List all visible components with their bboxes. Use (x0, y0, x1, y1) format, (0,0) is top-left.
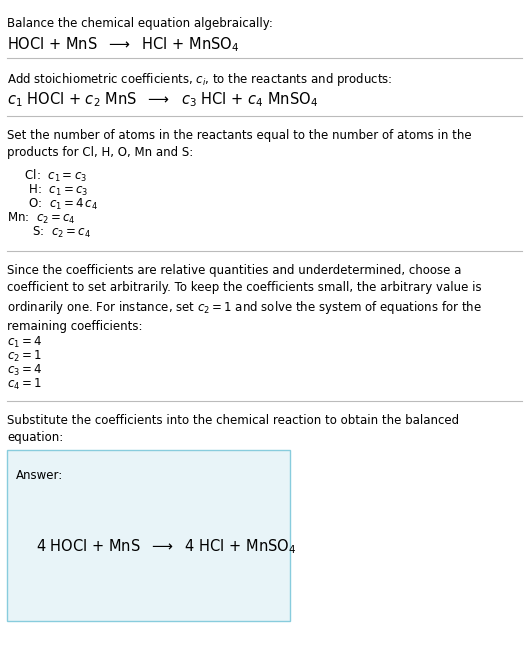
Text: Set the number of atoms in the reactants equal to the number of atoms in the
pro: Set the number of atoms in the reactants… (7, 129, 471, 159)
Text: Answer:: Answer: (16, 469, 63, 482)
Text: $c_3 = 4$: $c_3 = 4$ (7, 363, 42, 378)
Text: Add stoichiometric coefficients, $c_i$, to the reactants and products:: Add stoichiometric coefficients, $c_i$, … (7, 71, 393, 88)
Text: $c_2 = 1$: $c_2 = 1$ (7, 349, 42, 364)
Text: Mn:  $c_2 = c_4$: Mn: $c_2 = c_4$ (7, 211, 76, 226)
Text: O:  $c_1 = 4\,c_4$: O: $c_1 = 4\,c_4$ (21, 197, 98, 212)
Text: Balance the chemical equation algebraically:: Balance the chemical equation algebraica… (7, 17, 273, 30)
Text: Substitute the coefficients into the chemical reaction to obtain the balanced
eq: Substitute the coefficients into the che… (7, 414, 459, 444)
Text: S:  $c_2 = c_4$: S: $c_2 = c_4$ (21, 225, 91, 240)
Text: $c_4 = 1$: $c_4 = 1$ (7, 377, 42, 392)
Text: HOCl + MnS  $\longrightarrow$  HCl + MnSO$_4$: HOCl + MnS $\longrightarrow$ HCl + MnSO$… (7, 36, 239, 54)
Text: $c_1 = 4$: $c_1 = 4$ (7, 334, 42, 349)
FancyBboxPatch shape (7, 450, 290, 621)
Text: 4 HOCl + MnS  $\longrightarrow$  4 HCl + MnSO$_4$: 4 HOCl + MnS $\longrightarrow$ 4 HCl + M… (36, 538, 296, 556)
Text: $c_1$ HOCl + $c_2$ MnS  $\longrightarrow$  $c_3$ HCl + $c_4$ MnSO$_4$: $c_1$ HOCl + $c_2$ MnS $\longrightarrow$… (7, 91, 318, 109)
Text: H:  $c_1 = c_3$: H: $c_1 = c_3$ (21, 182, 88, 197)
Text: Cl:  $c_1 = c_3$: Cl: $c_1 = c_3$ (21, 168, 87, 184)
Text: Since the coefficients are relative quantities and underdetermined, choose a
coe: Since the coefficients are relative quan… (7, 264, 482, 333)
